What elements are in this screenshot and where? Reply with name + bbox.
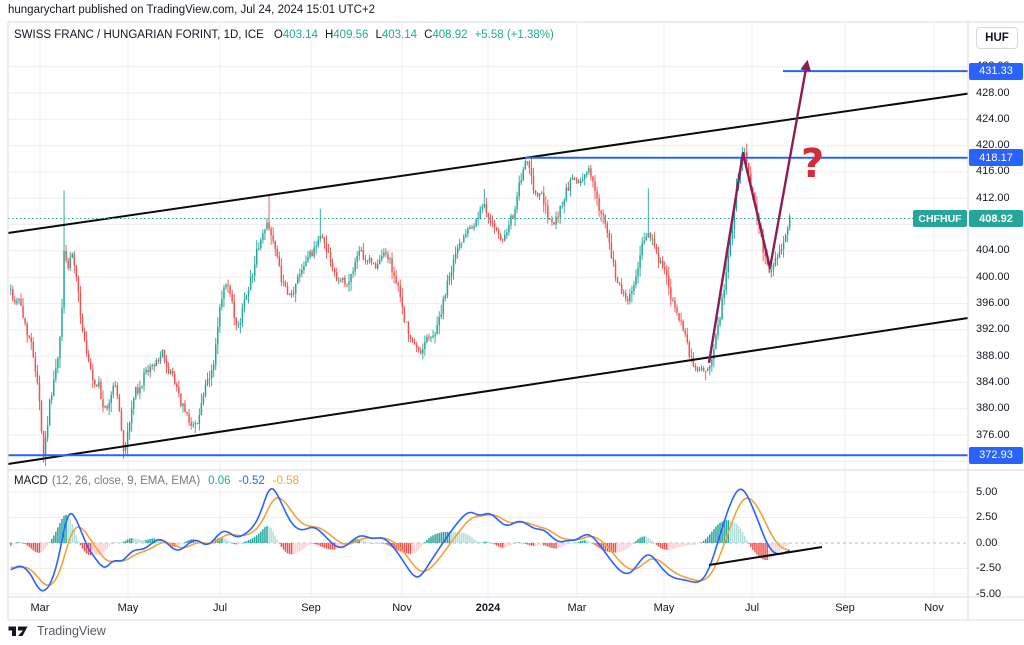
- price-axis-tick: 396.00: [976, 297, 1010, 309]
- footer: TradingView: [8, 623, 106, 638]
- macd-params: (12, 26, close, 9, EMA, EMA): [51, 475, 201, 487]
- price-axis-tick: 428.00: [976, 86, 1010, 99]
- tradingview-brand-text[interactable]: TradingView: [37, 623, 106, 638]
- macd-title: MACD: [14, 475, 48, 487]
- time-axis-label: Nov: [392, 602, 412, 614]
- time-axis-label: 2024: [475, 602, 501, 614]
- attribution-text: hungarychart published on TradingView.co…: [8, 4, 376, 16]
- symbol-title: SWISS FRANC / HUNGARIAN FORINT, 1D, ICE: [14, 29, 264, 41]
- ohlc-item: C408.92: [424, 29, 468, 41]
- price-axis-tick: 404.00: [976, 244, 1010, 257]
- macd-axis-tick: 2.50: [976, 511, 998, 523]
- price-axis-tick: 420.00: [976, 139, 1010, 152]
- time-axis-label: May: [653, 602, 675, 614]
- time-axis-label: Nov: [924, 602, 944, 614]
- macd-header: MACD (12, 26, close, 9, EMA, EMA) 0.06 -0.5…: [14, 475, 299, 487]
- macd-axis-tick: -2.50: [976, 562, 1002, 574]
- question-mark-annotation: ?: [801, 141, 825, 187]
- price-axis-tick: 380.00: [976, 402, 1010, 415]
- tradingview-logo-icon[interactable]: [8, 623, 30, 638]
- price-axis-tick: 400.00: [976, 270, 1010, 283]
- time-axis-label: Jul: [744, 602, 760, 614]
- time-axis-label: Sep: [835, 602, 855, 614]
- change-value: +5.58 (+1.38%): [474, 29, 554, 41]
- price-axis-tick: 424.00: [976, 112, 1010, 125]
- macd-histogram-value: 0.06: [208, 475, 231, 487]
- macd-axis-tick: 5.00: [976, 485, 998, 498]
- ohlc-item: L403.14: [375, 29, 418, 41]
- time-axis-label: Jul: [212, 602, 228, 614]
- price-axis-tick: 376.00: [976, 428, 1010, 441]
- macd-line-value: -0.52: [238, 475, 265, 487]
- last-price-label: 408.92: [969, 210, 1023, 227]
- macd-axis-tick: -5.00: [976, 587, 1002, 600]
- price-axis-tick: 388.00: [976, 349, 1010, 362]
- ohlc-item: O403.14: [273, 29, 318, 41]
- time-axis-label: May: [117, 602, 139, 614]
- price-axis-tick: 412.00: [976, 191, 1010, 204]
- last-price-symbol-tag: CHFHUF: [913, 210, 967, 227]
- macd-axis-tick: 0.00: [976, 536, 998, 549]
- macd-signal-value: -0.58: [272, 475, 299, 487]
- price-axis-tick: 416.00: [976, 165, 1010, 178]
- ohlc-item: H409.56: [324, 29, 369, 41]
- currency-toggle-button[interactable]: HUF: [976, 27, 1018, 49]
- price-level-label: 431.33: [969, 62, 1023, 80]
- price-axis-tick: 384.00: [976, 375, 1010, 388]
- price-axis-tick: 392.00: [976, 323, 1010, 336]
- time-axis-label: Mar: [30, 602, 50, 614]
- price-level-label: 418.17: [969, 149, 1023, 167]
- time-axis-label: Mar: [567, 602, 587, 614]
- symbol-info-row: SWISS FRANC / HUNGARIAN FORINT, 1D, ICE O…: [14, 29, 554, 41]
- time-axis-label: Sep: [301, 602, 321, 614]
- ohlc-values: O403.14 H409.56 L403.14 C408.92: [274, 29, 475, 41]
- price-level-label: 372.93: [969, 446, 1023, 464]
